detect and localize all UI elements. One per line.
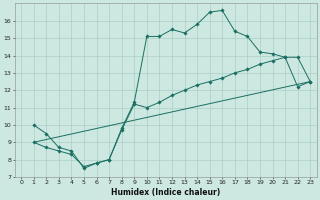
X-axis label: Humidex (Indice chaleur): Humidex (Indice chaleur) (111, 188, 220, 197)
